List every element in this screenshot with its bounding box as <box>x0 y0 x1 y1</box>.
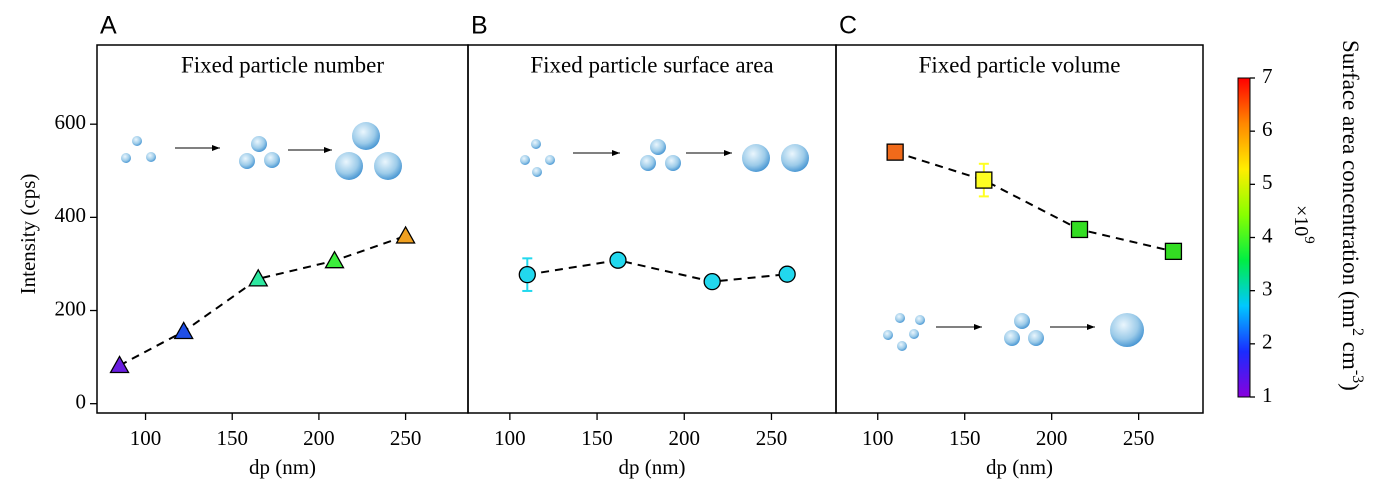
circle-marker <box>609 251 627 269</box>
particle-illustrations <box>121 122 1144 351</box>
y-axis-label: Intensity (cps) <box>16 174 40 295</box>
colorbar-tick-label: 6 <box>1262 117 1273 141</box>
colorbar-label-part: Surface area concentration (nm <box>1338 40 1363 328</box>
panel-letter: B <box>471 12 488 40</box>
square-marker <box>1164 242 1183 261</box>
colorbar-multiplier: ×109 <box>1290 205 1316 244</box>
colorbar-label: Surface area concentration (nm2 cm-3) <box>1338 40 1366 391</box>
x-axis-label: dp (nm) <box>986 455 1053 479</box>
panel-letter: A <box>100 12 117 40</box>
x-tick-label: 200 <box>303 426 335 450</box>
multiplier-exponent: 9 <box>1301 236 1317 244</box>
triangle-marker <box>109 355 130 374</box>
square-marker <box>886 143 904 161</box>
square-marker <box>1070 220 1089 239</box>
circle-marker <box>703 272 721 291</box>
x-tick-label: 200 <box>1036 426 1068 450</box>
x-tick-label: 100 <box>494 426 526 450</box>
panel-title: Fixed particle number <box>181 52 384 77</box>
panel-letter: C <box>839 12 857 40</box>
x-tick-label: 200 <box>669 426 701 450</box>
circle-marker <box>518 266 536 284</box>
x-axis-label: dp (nm) <box>249 455 316 479</box>
x-tick-label: 250 <box>756 426 788 450</box>
triangle-marker <box>248 268 269 287</box>
y-tick-label: 200 <box>55 296 87 320</box>
y-tick-label: 600 <box>55 110 87 134</box>
square-marker <box>975 171 993 189</box>
x-tick-label: 100 <box>130 426 162 450</box>
colorbar <box>1237 77 1251 398</box>
x-axis-label: dp (nm) <box>618 455 685 479</box>
trend-line <box>894 151 1174 253</box>
colorbar-tick-label: 5 <box>1262 170 1273 194</box>
trend-line <box>527 259 788 283</box>
circle-marker <box>778 265 796 283</box>
plot-frame <box>96 44 469 414</box>
triangle-marker <box>324 250 345 269</box>
x-tick-label: 250 <box>1123 426 1155 450</box>
x-tick-label: 250 <box>390 426 422 450</box>
colorbar-tick-label: 3 <box>1262 276 1273 300</box>
multiplier-base: ×10 <box>1290 205 1312 236</box>
colorbar-label-part: cm <box>1338 336 1363 370</box>
panel-title: Fixed particle volume <box>919 52 1121 77</box>
triangle-marker <box>173 321 194 340</box>
x-tick-label: 100 <box>862 426 894 450</box>
colorbar-label-part: ) <box>1338 383 1363 391</box>
x-tick-label: 150 <box>949 426 981 450</box>
y-tick-label: 400 <box>55 203 87 227</box>
colorbar-tick-label: 1 <box>1262 383 1273 407</box>
colorbar-label-part: -3 <box>1349 370 1366 383</box>
colorbar-tick-label: 4 <box>1262 223 1273 247</box>
x-tick-label: 150 <box>216 426 248 450</box>
colorbar-label-part: 2 <box>1349 328 1366 336</box>
x-tick-label: 150 <box>581 426 613 450</box>
plot-frame <box>467 44 837 414</box>
panel-title: Fixed particle surface area <box>530 52 773 77</box>
trend-line <box>119 235 406 367</box>
triangle-marker <box>395 225 416 244</box>
y-tick-label: 0 <box>76 389 87 413</box>
colorbar-tick-label: 7 <box>1262 64 1273 88</box>
plot-frame <box>835 44 1204 414</box>
colorbar-tick-label: 2 <box>1262 330 1273 354</box>
